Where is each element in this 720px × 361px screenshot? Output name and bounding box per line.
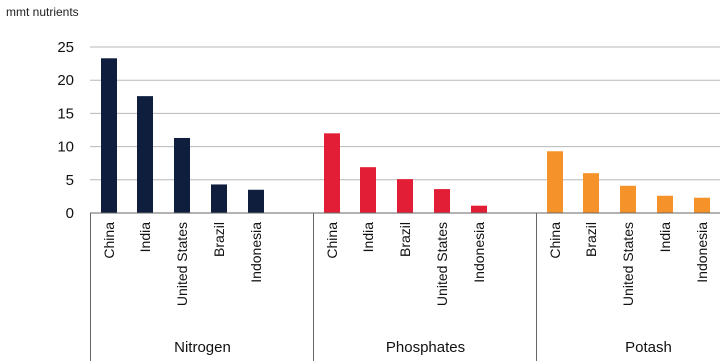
bar — [397, 179, 413, 213]
x-tick-label: Indonesia — [694, 222, 710, 283]
bar — [211, 184, 227, 213]
axis-labels: 0 5 10 15 20 25 China India United States Brazil I… — [57, 39, 710, 356]
bars — [101, 58, 710, 214]
x-tick-label: Brazil — [583, 222, 599, 257]
x-tick-label: Brazil — [211, 222, 227, 257]
x-tick-label: United States — [174, 222, 190, 306]
x-tick-label: India — [137, 222, 153, 253]
x-tick-label: Indonesia — [248, 222, 264, 283]
bar — [101, 58, 117, 214]
bar — [174, 137, 190, 213]
x-tick-label: Brazil — [397, 222, 413, 257]
bar — [657, 195, 673, 213]
x-tick-label: United States — [434, 222, 450, 306]
y-tick-label: 5 — [66, 172, 74, 189]
bar — [360, 167, 376, 213]
axes — [90, 212, 720, 361]
x-tick-label: China — [101, 222, 117, 259]
x-tick-label: United States — [620, 222, 636, 306]
x-tick-label: India — [360, 222, 376, 253]
bar — [547, 151, 563, 213]
y-tick-label: 20 — [57, 72, 74, 89]
bar — [248, 189, 264, 213]
y-tick-label: 0 — [66, 205, 74, 222]
gridlines — [90, 46, 720, 181]
bar — [137, 96, 153, 213]
x-tick-label: China — [324, 222, 340, 259]
bar — [324, 133, 340, 213]
x-tick-label: China — [547, 222, 563, 259]
x-tick-label: Indonesia — [471, 222, 487, 283]
group-label: Potash — [625, 339, 672, 356]
y-tick-label: 15 — [57, 105, 74, 122]
y-axis-label: mmt nutrients — [6, 5, 79, 19]
bar — [434, 189, 450, 213]
bar — [620, 185, 636, 213]
group-label: Nitrogen — [174, 339, 231, 356]
x-tick-label: India — [657, 222, 673, 253]
bar — [694, 197, 710, 213]
bar — [471, 205, 487, 213]
y-tick-label: 10 — [57, 139, 74, 156]
group-label: Phosphates — [386, 339, 465, 356]
y-tick-label: 25 — [57, 39, 74, 56]
bar — [583, 173, 599, 213]
